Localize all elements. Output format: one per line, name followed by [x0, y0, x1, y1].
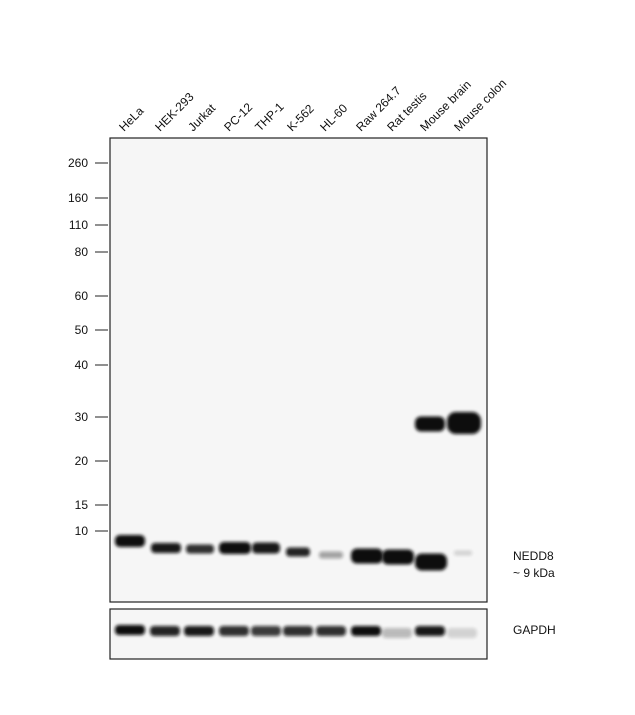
band — [319, 551, 343, 559]
control-band — [316, 626, 346, 636]
marker-label: 110 — [69, 218, 88, 232]
bands — [115, 412, 481, 638]
control-band — [351, 626, 381, 636]
band — [351, 548, 383, 564]
band — [186, 544, 214, 554]
control-band — [251, 626, 281, 636]
control-band — [115, 625, 145, 635]
main-blot — [109, 137, 488, 603]
band — [252, 542, 280, 554]
control-band — [283, 626, 313, 636]
marker-label: 60 — [75, 289, 89, 303]
band — [454, 550, 472, 556]
size-label: ~ 9 kDa — [513, 566, 555, 580]
band — [415, 416, 445, 432]
target-label: NEDD8 — [513, 549, 554, 563]
marker-label: 260 — [68, 156, 88, 170]
band — [382, 549, 414, 565]
lane-label: HeLa — [116, 104, 146, 134]
marker-label: 15 — [75, 498, 89, 512]
control-band — [184, 626, 214, 636]
control-band — [447, 628, 477, 638]
lane-label: K-562 — [284, 101, 317, 134]
band — [447, 412, 481, 434]
marker-label: 50 — [75, 323, 89, 337]
band — [115, 535, 145, 547]
lane-label: PC-12 — [221, 100, 255, 134]
marker-label: 40 — [75, 358, 89, 372]
control-label: GAPDH — [513, 623, 556, 637]
marker-label: 80 — [75, 245, 89, 259]
band — [415, 553, 447, 571]
band — [219, 542, 251, 554]
marker-label: 10 — [75, 524, 89, 538]
control-band — [415, 626, 445, 636]
control-band — [382, 628, 412, 638]
marker-label: 20 — [75, 454, 89, 468]
control-band — [150, 626, 180, 636]
lane-label: THP-1 — [252, 99, 287, 134]
band — [286, 547, 310, 557]
control-band — [219, 626, 249, 636]
marker-label: 160 — [68, 191, 88, 205]
lane-label: HL-60 — [317, 101, 350, 134]
marker-label: 30 — [75, 410, 89, 424]
band — [151, 543, 181, 553]
